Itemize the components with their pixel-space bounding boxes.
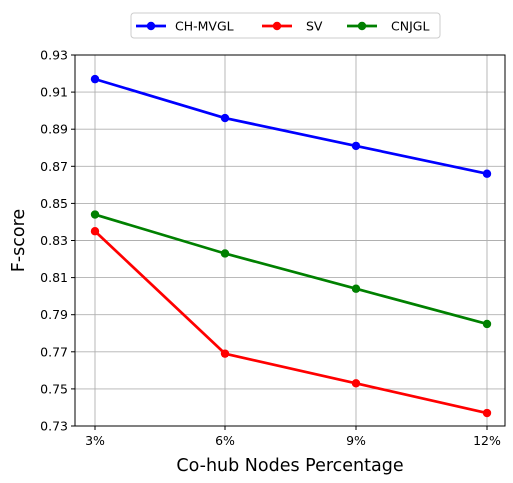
y-tick-label: 0.79 <box>40 307 68 322</box>
data-point <box>351 284 361 293</box>
data-point <box>90 74 100 84</box>
y-tick-label: 0.89 <box>40 122 68 137</box>
grid-lines <box>75 54 505 427</box>
series-sv <box>90 227 492 418</box>
y-tick-label: 0.85 <box>40 196 68 211</box>
x-axis-label: Co-hub Nodes Percentage <box>176 456 403 476</box>
data-point <box>220 349 230 358</box>
legend-marker <box>357 21 367 31</box>
data-point <box>482 169 492 178</box>
series-cnjgl <box>90 210 492 329</box>
data-point <box>351 379 361 388</box>
y-tick-label: 0.81 <box>40 270 68 285</box>
legend-entry-ch-mvgl: CH-MVGL <box>136 19 234 34</box>
data-point <box>220 249 230 258</box>
y-tick-label: 0.87 <box>40 159 68 174</box>
series-line <box>94 230 488 415</box>
y-tick-label: 0.91 <box>40 85 68 100</box>
x-tick-label: 6% <box>215 433 235 448</box>
x-axis: 3% 6% 9% 12% <box>85 426 501 448</box>
legend-marker <box>146 21 156 31</box>
legend-entry-sv: SV <box>262 19 323 34</box>
legend-label: CNJGL <box>391 19 429 34</box>
x-tick-label: 12% <box>473 433 501 448</box>
y-tick-label: 0.73 <box>40 419 68 434</box>
legend-label: SV <box>306 19 323 34</box>
data-point <box>220 113 230 123</box>
series-group <box>90 74 492 418</box>
x-tick-label: 9% <box>346 433 366 448</box>
y-axis-label: F-score <box>9 209 29 272</box>
legend-marker <box>272 21 282 31</box>
y-tick-label: 0.77 <box>40 344 68 359</box>
y-axis: 0.73 0.75 0.77 0.79 0.81 0.83 0.85 0.87 0.89 0.91… <box>40 48 75 434</box>
series-line <box>94 213 488 326</box>
data-point <box>351 141 361 151</box>
data-point <box>482 319 492 329</box>
x-tick-label: 3% <box>85 433 105 448</box>
series-ch-mvgl <box>90 74 492 178</box>
y-tick-label: 0.83 <box>40 233 68 248</box>
y-tick-label: 0.93 <box>40 48 68 63</box>
legend: CH-MVGL SV CNJGL <box>130 12 441 39</box>
data-point <box>90 210 100 219</box>
data-point <box>482 408 492 418</box>
legend-entry-cnjgl: CNJGL <box>347 19 429 34</box>
legend-label: CH-MVGL <box>175 19 234 34</box>
series-line <box>94 77 488 176</box>
y-tick-label: 0.75 <box>40 381 68 396</box>
data-point <box>90 227 100 236</box>
